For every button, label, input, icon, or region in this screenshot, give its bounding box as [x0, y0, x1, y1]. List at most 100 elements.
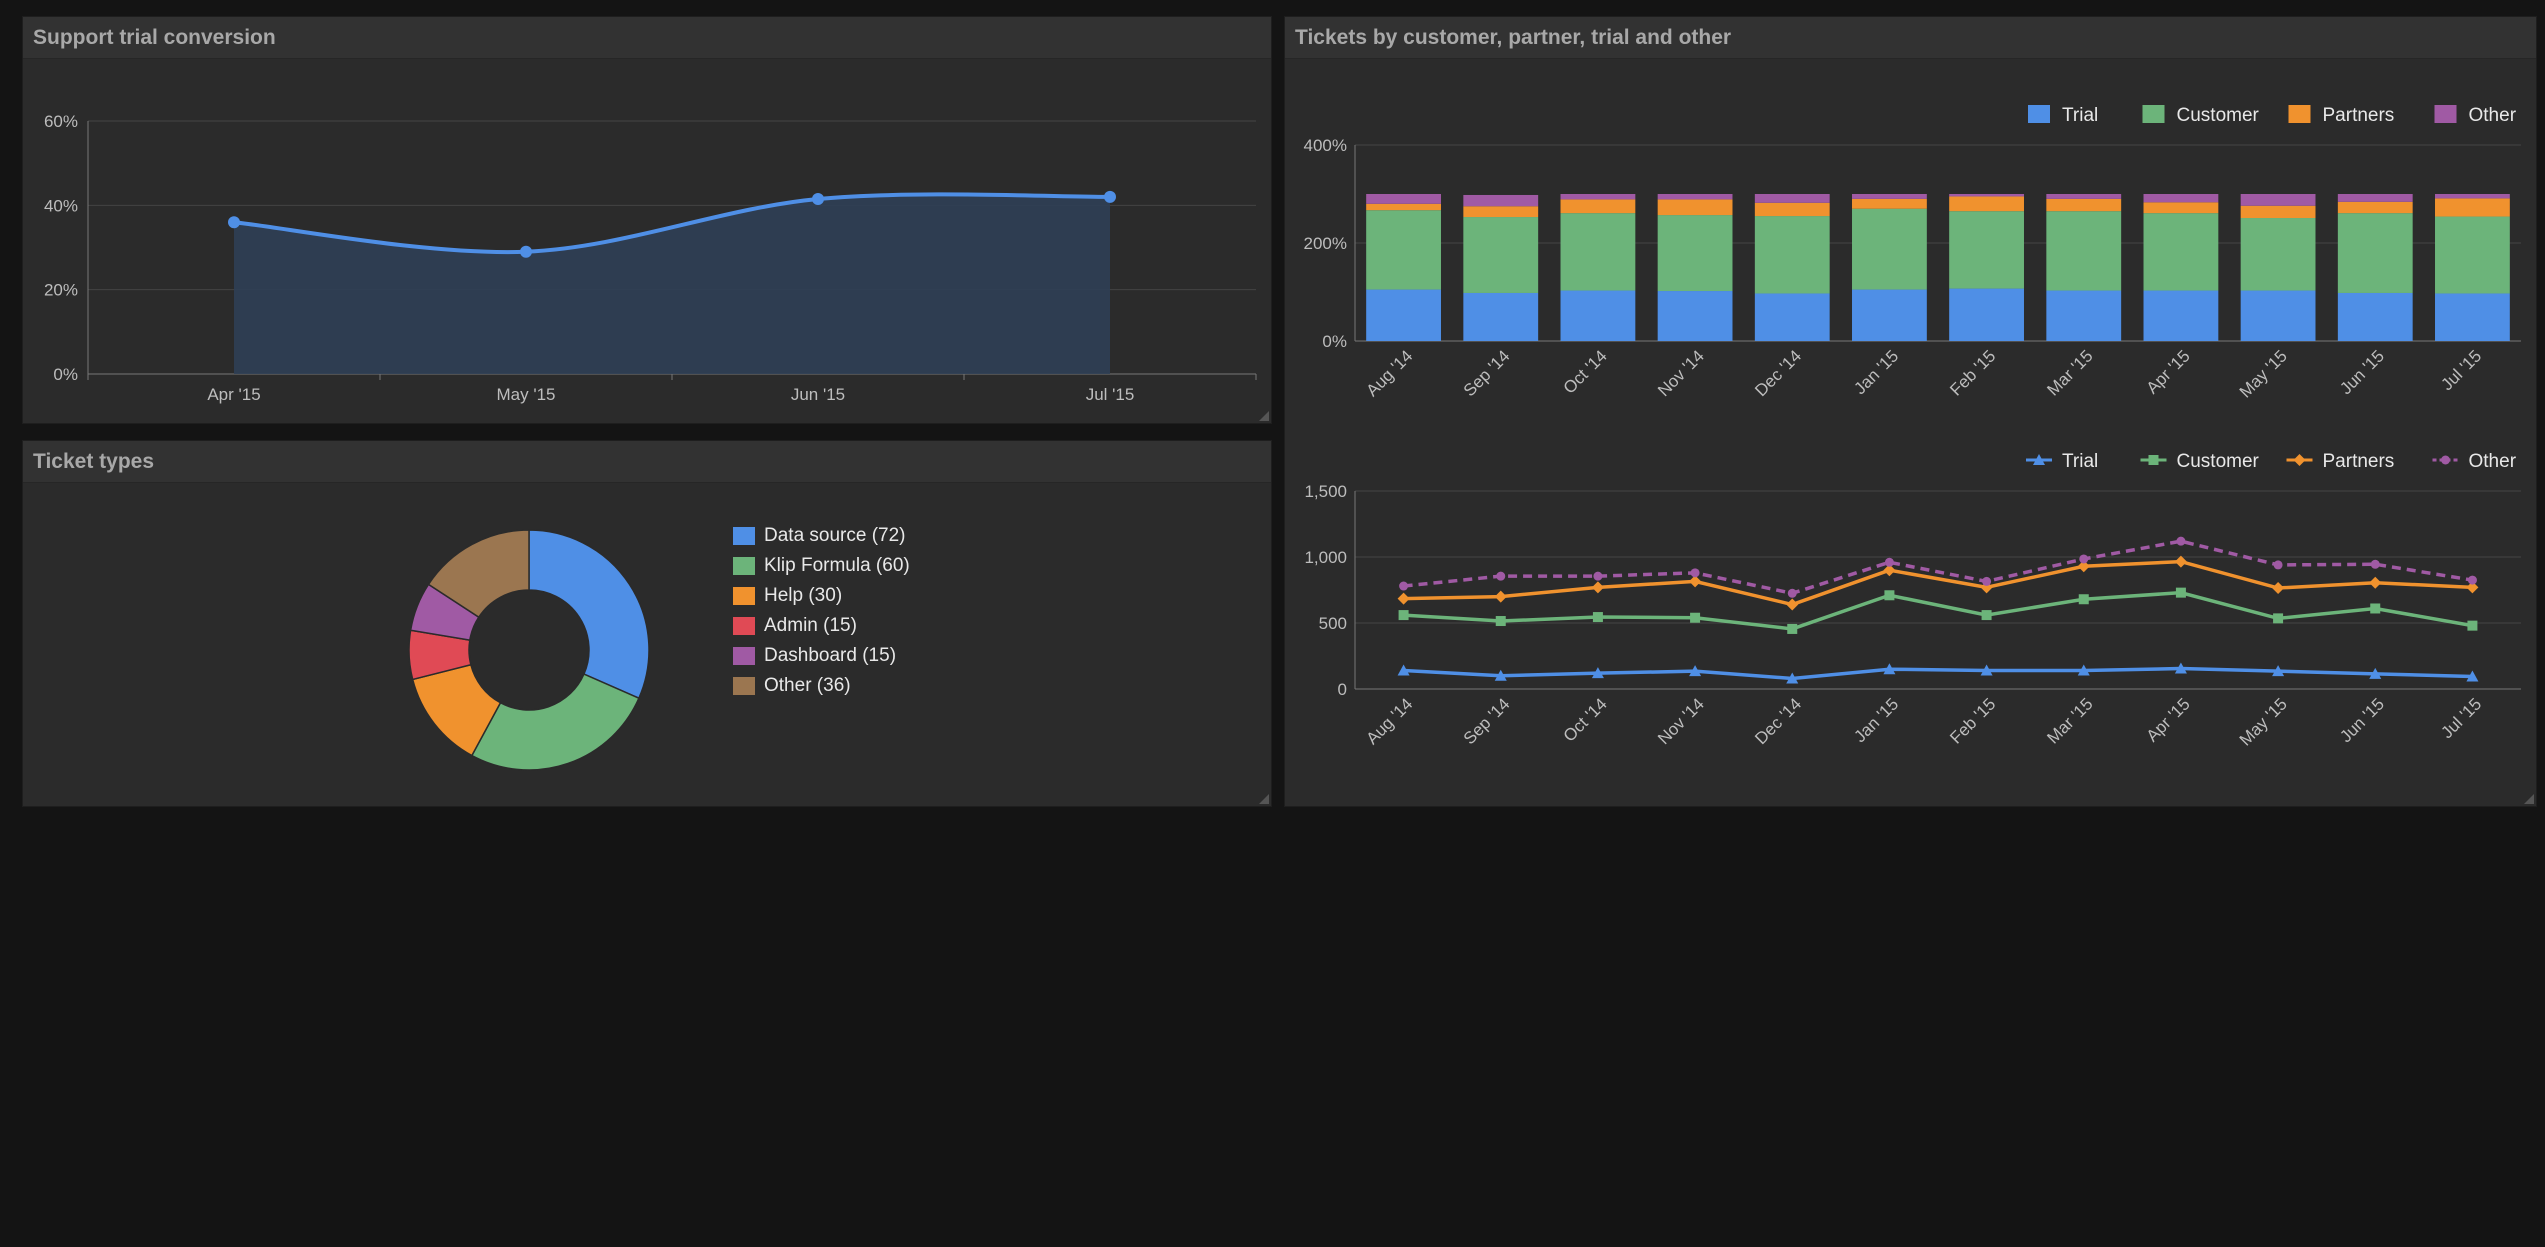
x-tick-label: May '15 [2236, 694, 2291, 749]
square-marker [2467, 620, 2478, 631]
square-marker [1787, 623, 1798, 634]
x-tick-label: Feb '15 [1946, 346, 1999, 399]
area-fill [234, 194, 1110, 374]
legend-item[interactable]: Trial [2028, 105, 2098, 126]
x-tick-label: Apr '15 [2143, 346, 2194, 397]
legend-item[interactable]: Klip Formula (60) [733, 551, 910, 581]
circle-marker [1787, 588, 1797, 598]
legend-label: Trial [2062, 105, 2098, 126]
tickets-stacked-bar-chart: Trial Customer Partners Other 0% 200% 400% Aug … [1304, 105, 2521, 402]
diamond-marker [1591, 581, 1604, 594]
square-marker [2078, 594, 2089, 605]
x-tick-label: Sep '14 [1460, 346, 1514, 400]
donut-slice [470, 673, 640, 771]
y-tick-label: 60% [44, 112, 78, 131]
triangle-marker [1397, 664, 1410, 676]
legend-swatch [733, 677, 755, 695]
x-tick-label: Dec '14 [1751, 346, 1805, 400]
square-marker [1592, 612, 1603, 623]
legend-item[interactable]: Partners [2286, 451, 2395, 472]
series-line [1403, 666, 2473, 681]
diamond-marker [2272, 582, 2285, 595]
x-tick-label: Oct '14 [1560, 694, 1611, 745]
panel-title: Support trial conversion [23, 17, 1271, 59]
series-line [1403, 539, 2473, 596]
triangle-marker [2272, 665, 2285, 677]
y-tick-label: 0 [1338, 680, 1347, 699]
triangle-marker [1494, 669, 1507, 681]
legend-label: Data source (72) [764, 525, 906, 546]
bar-segment [2435, 198, 2510, 217]
resize-handle[interactable] [1259, 794, 1269, 804]
circle-marker [1399, 581, 1409, 591]
bar-segment [1463, 206, 1539, 218]
circle-marker [2176, 536, 2186, 546]
resize-handle[interactable] [2524, 794, 2534, 804]
bar-segment [1560, 199, 1636, 214]
bar-segment [2240, 290, 2316, 341]
bar-segment [2046, 198, 2122, 212]
legend-item[interactable]: Other (36) [733, 671, 910, 701]
data-point [228, 216, 240, 229]
bar-segment [1657, 194, 1733, 200]
bar-segment [1852, 289, 1927, 341]
legend-item[interactable]: Other [2432, 451, 2517, 472]
ticket-types-donut-chart [408, 529, 650, 771]
bar-segment [2337, 201, 2413, 214]
bar-segment [1754, 216, 1830, 294]
legend-item[interactable]: Customer [2142, 105, 2260, 126]
legend-item[interactable]: Other [2434, 105, 2517, 126]
x-tick-label: Feb '15 [1946, 694, 1999, 747]
square-marker [1398, 610, 1409, 621]
x-tick-label: Jan '15 [1850, 346, 1902, 398]
bar-segment [2046, 211, 2122, 291]
bar-segment [1949, 196, 2024, 212]
legend-swatch [733, 647, 755, 665]
bar-segment [2240, 205, 2316, 219]
x-tick-label: Jan '15 [1850, 694, 1902, 746]
bar-segment [1949, 194, 2024, 197]
bar-segment [2143, 213, 2219, 291]
x-tick-label: Mar '15 [2043, 346, 2096, 399]
bar-segment [2435, 194, 2510, 199]
triangle-marker [1591, 667, 1604, 679]
tickets-breakdown-panel: Tickets by customer, partner, trial and … [1284, 16, 2537, 807]
triangle-marker [2369, 667, 2382, 679]
circle-marker [1884, 557, 1894, 567]
bar-segment [2337, 194, 2413, 202]
x-tick-label: Aug '14 [1363, 346, 1417, 400]
bar-segment [1463, 292, 1539, 341]
bar-segment [1366, 194, 1441, 204]
bar-segment [1852, 198, 1927, 209]
square-marker [1884, 590, 1895, 601]
legend-item[interactable]: Customer [2140, 451, 2260, 472]
bar-segment [1754, 194, 1830, 203]
legend-item[interactable]: Trial [2026, 451, 2098, 472]
tickets-line-chart: Trial Customer Partners Other 0 500 1,000 1,500… [1304, 451, 2521, 750]
bar-segment [2337, 292, 2413, 341]
legend-item[interactable]: Dashboard (15) [733, 641, 910, 671]
bar-segment [1949, 211, 2024, 289]
resize-handle[interactable] [1259, 411, 1269, 421]
x-tick-label: May '15 [2236, 346, 2291, 401]
series-line [1403, 590, 2473, 631]
legend-swatch [733, 587, 755, 605]
series-line [1403, 559, 2473, 607]
triangle-marker [1980, 664, 1993, 676]
legend-item[interactable]: Help (30) [733, 581, 910, 611]
square-marker [2175, 587, 2186, 598]
y-tick-label: 500 [1319, 614, 1347, 633]
x-tick-label: Nov '14 [1654, 694, 1708, 748]
bar-segment [1657, 215, 1733, 292]
bar-segment [1366, 289, 1441, 341]
legend-item[interactable]: Admin (15) [733, 611, 910, 641]
bar-segment [2143, 290, 2219, 341]
legend-swatch [2288, 105, 2311, 123]
legend-item[interactable]: Partners [2288, 105, 2395, 126]
triangle-marker [2077, 664, 2090, 676]
bar-segment [1657, 291, 1733, 341]
x-tick-label: Sep '14 [1460, 694, 1514, 748]
legend-item[interactable]: Data source (72) [733, 521, 910, 551]
legend-label: Admin (15) [764, 615, 857, 636]
data-point [520, 245, 532, 258]
